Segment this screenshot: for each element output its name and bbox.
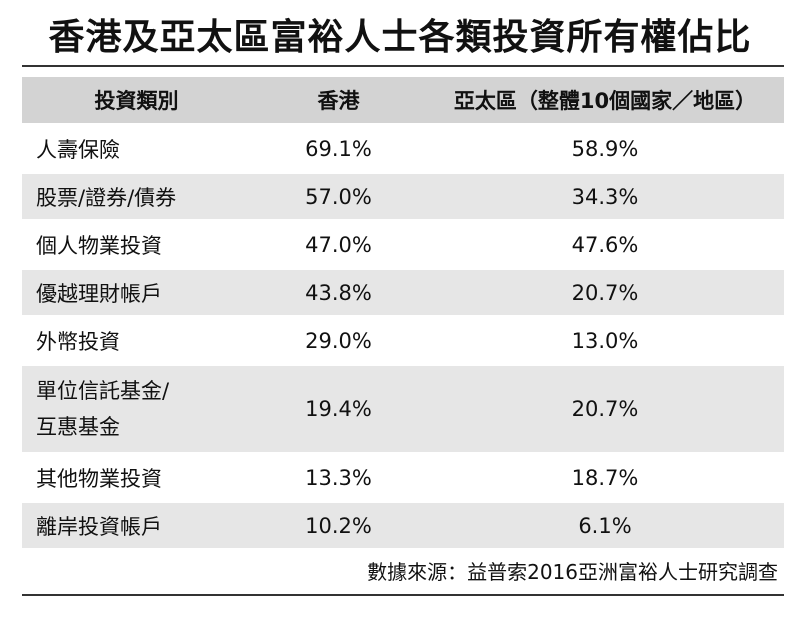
row-hk-value: 19.4% xyxy=(251,366,426,452)
table-row: 個人物業投資 47.0% 47.6% xyxy=(22,222,784,267)
row-hk-value: 69.1% xyxy=(251,126,426,171)
row-apac-value: 34.3% xyxy=(426,174,784,219)
page-title: 香港及亞太區富裕人士各類投資所有權佔比 xyxy=(48,17,752,58)
table-header-row: 投資類別 香港 亞太區（整體10個國家／地區） xyxy=(22,77,784,123)
row-apac-value: 13.0% xyxy=(426,318,784,363)
header-hong-kong: 香港 xyxy=(251,77,426,123)
row-hk-value: 47.0% xyxy=(251,222,426,267)
header-category: 投資類別 xyxy=(22,77,251,123)
row-hk-value: 10.2% xyxy=(251,503,426,548)
row-apac-value: 6.1% xyxy=(426,503,784,548)
row-apac-value: 20.7% xyxy=(426,366,784,452)
row-apac-value: 47.6% xyxy=(426,222,784,267)
table-row: 人壽保險 69.1% 58.9% xyxy=(22,126,784,171)
row-hk-value: 13.3% xyxy=(251,455,426,500)
row-category: 個人物業投資 xyxy=(22,222,251,267)
row-apac-value: 18.7% xyxy=(426,455,784,500)
table-row: 優越理財帳戶 43.8% 20.7% xyxy=(22,270,784,315)
row-category: 外幣投資 xyxy=(22,318,251,363)
row-category: 股票/證券/債券 xyxy=(22,174,251,219)
table-row: 離岸投資帳戶 10.2% 6.1% xyxy=(22,503,784,548)
row-category: 離岸投資帳戶 xyxy=(22,503,251,548)
investment-table: 投資類別 香港 亞太區（整體10個國家／地區） 人壽保險 69.1% 58.9%… xyxy=(22,74,784,551)
row-hk-value: 29.0% xyxy=(251,318,426,363)
row-hk-value: 43.8% xyxy=(251,270,426,315)
row-category-line1: 單位信託基金/ xyxy=(36,379,170,403)
top-divider xyxy=(22,65,784,67)
bottom-divider xyxy=(22,594,784,596)
row-apac-value: 58.9% xyxy=(426,126,784,171)
header-asia-pacific: 亞太區（整體10個國家／地區） xyxy=(426,77,784,123)
row-category: 單位信託基金/ 互惠基金 xyxy=(22,366,251,452)
row-category: 其他物業投資 xyxy=(22,455,251,500)
table-row: 股票/證券/債券 57.0% 34.3% xyxy=(22,174,784,219)
table-row: 單位信託基金/ 互惠基金 19.4% 20.7% xyxy=(22,366,784,452)
row-category: 人壽保險 xyxy=(22,126,251,171)
table-row: 其他物業投資 13.3% 18.7% xyxy=(22,455,784,500)
table-row: 外幣投資 29.0% 13.0% xyxy=(22,318,784,363)
source-note: 數據來源：益普索2016亞洲富裕人士研究調查 xyxy=(367,560,778,584)
row-category-line2: 互惠基金 xyxy=(36,415,120,439)
row-apac-value: 20.7% xyxy=(426,270,784,315)
row-hk-value: 57.0% xyxy=(251,174,426,219)
row-category: 優越理財帳戶 xyxy=(22,270,251,315)
